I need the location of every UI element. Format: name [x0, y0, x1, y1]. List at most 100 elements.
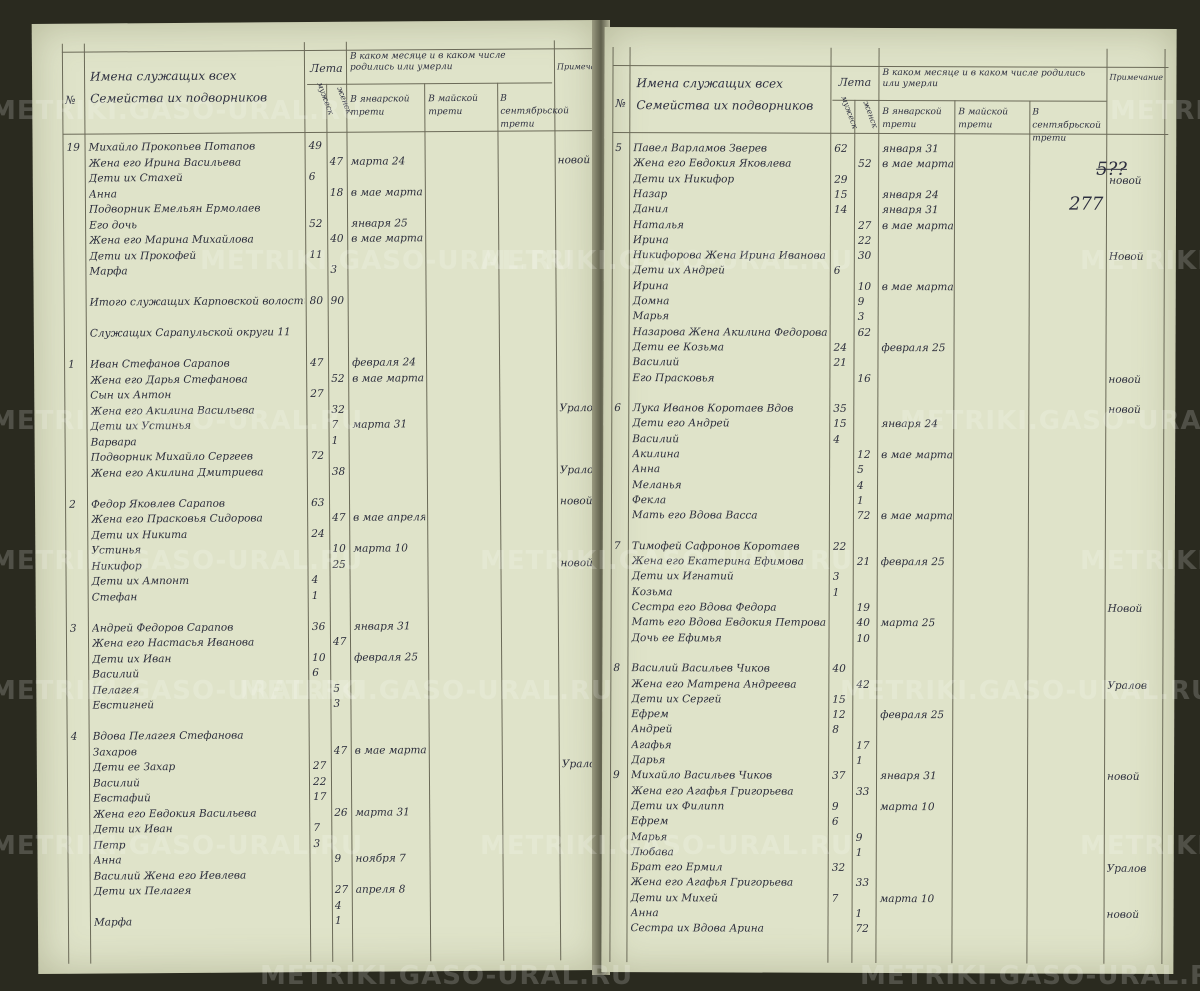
- entry-f: 1: [855, 846, 863, 859]
- header-notes: Примечание: [1109, 72, 1164, 82]
- table-row: Мать его Вдова Евдокия Петрова 40 марта 25: [603, 616, 1175, 633]
- entry-note: новой: [1106, 908, 1140, 921]
- entry-date: февраля 25: [354, 650, 419, 664]
- header-notes: Примечание: [556, 61, 611, 72]
- entry-date: [353, 449, 425, 450]
- watermark: METRIKI.GASO-URAL.RU: [480, 246, 854, 276]
- entry-m: 4: [833, 433, 840, 446]
- entry-date: в мае апреля 17: [353, 511, 426, 524]
- entry-name: Мать его Вдова Евдокия Петрова: [631, 616, 827, 630]
- entry-name: Брат его Ермил: [630, 861, 723, 874]
- entry-m: 80: [309, 294, 324, 308]
- table-row: Жена его Агафья Григорьева 33: [602, 876, 1174, 893]
- entry-date: февраля 25: [880, 556, 945, 569]
- entry-f: 9: [855, 831, 863, 844]
- header-months: В каком месяце и в каком числе родились …: [882, 67, 1086, 90]
- entry-f: 12: [857, 448, 871, 461]
- entry-num: 9: [613, 769, 620, 782]
- entry-f: 27: [857, 219, 872, 232]
- entry-date: в мае марта 17: [354, 743, 427, 757]
- entry-name: Жена его Евдокия Яковлева: [633, 157, 792, 170]
- entry-f: 1: [856, 494, 864, 507]
- entry-name: Дети их Никифор: [633, 172, 735, 186]
- entry-date: [355, 728, 427, 729]
- entry-date: января 31: [880, 770, 937, 783]
- entry-name: Федор Яковлев Сарапов: [91, 497, 226, 511]
- header-col1: В январской трети: [882, 106, 942, 131]
- entry-date: [352, 294, 424, 295]
- entry-m: 29: [834, 173, 848, 186]
- table-row: Его Прасковья 16 новой: [603, 372, 1175, 389]
- entry-name: Его дочь: [89, 218, 137, 232]
- watermark: METRIKI.GASO-URAL.RU: [260, 961, 634, 991]
- entry-name: Жена его Евдокия Васильева: [93, 806, 257, 821]
- entry-date: марта 31: [355, 805, 410, 819]
- entry-m: 36: [311, 620, 326, 633]
- table-row: Козьма 1: [603, 586, 1175, 603]
- entry-m: 24: [833, 341, 847, 354]
- entry-f: 26: [334, 806, 348, 819]
- entry-name: Ефрем: [630, 815, 669, 828]
- entry-date: февраля 25: [881, 341, 946, 355]
- entry-date: марта 31: [352, 418, 408, 431]
- entry-name: Акилина: [632, 448, 680, 461]
- entry-f: 5: [857, 464, 864, 477]
- header-col2: В майской трети: [428, 93, 478, 118]
- entry-name: Дети их Ампонт: [91, 574, 190, 588]
- entry-m: 1: [311, 589, 319, 602]
- entry-num: 4: [70, 730, 78, 743]
- watermark: METRIKI.GASO-URAL.RU: [0, 406, 364, 436]
- table-row: Анна 1 новой: [602, 907, 1174, 924]
- entry-f: 47: [333, 744, 348, 757]
- entry-m: 32: [831, 861, 846, 874]
- watermark: METRIKI.GASO-URAL.RU: [1110, 96, 1200, 126]
- entry-f: 40: [330, 232, 344, 245]
- entry-name: Дети его Андрей: [632, 417, 730, 430]
- entry-date: [352, 387, 424, 388]
- entry-name: [632, 387, 828, 388]
- watermark: METRIKI.GASO-URAL.RU: [480, 831, 854, 861]
- entry-name: Дети ее Захар: [92, 761, 176, 774]
- entry-f: 1: [334, 914, 342, 927]
- table-row: Агафья 17: [602, 739, 1174, 756]
- entry-m: 1: [832, 586, 840, 599]
- entry-date: [354, 573, 426, 574]
- entry-date: [355, 837, 427, 838]
- rule: [832, 99, 1107, 102]
- table-row: Акилина 12 в мае марта 24: [603, 448, 1175, 465]
- entry-note: Новой: [1107, 602, 1143, 615]
- entry-date: апреля 8: [355, 883, 406, 896]
- table-row: Назар 15 января 24: [604, 188, 1176, 205]
- watermark: METRIKI.GASO-URAL.RU: [240, 676, 614, 706]
- entry-name: Подворник Михайло Сергеев: [90, 450, 253, 464]
- entry-date: [351, 201, 423, 202]
- entry-date: января 25: [351, 216, 408, 230]
- table-row: Анна 5: [603, 463, 1175, 480]
- entry-name: Ирина: [632, 233, 669, 247]
- header-col2: В майской трети: [958, 107, 1009, 131]
- entry-name: Сын их Антон: [90, 389, 172, 402]
- entry-name: Агафья: [631, 738, 672, 751]
- entry-f: 21: [856, 555, 871, 569]
- entry-name: Домна: [632, 295, 670, 308]
- entry-note: новой: [1109, 174, 1142, 187]
- entry-date: [354, 604, 426, 605]
- entry-name: Дети ее Козьма: [632, 340, 724, 354]
- table-row: Сестра их Вдова Арина 72: [601, 922, 1173, 939]
- entry-f: 90: [330, 294, 345, 307]
- watermark: METRIKI.GASO-URAL.RU: [1080, 831, 1200, 861]
- entry-name: Жена его Ирина Васильева: [88, 156, 242, 170]
- table-row: Данил 14 января 31: [604, 203, 1176, 220]
- table-row: Наталья 27 в мае марта 24: [604, 219, 1176, 236]
- entry-name: Василий Васильев Чиков: [631, 662, 770, 675]
- header-age: Лета: [838, 75, 872, 89]
- entry-num: 1: [68, 358, 75, 371]
- table-row: Жена его Евдокия Яковлева 52 в мае марта 2…: [604, 157, 1176, 174]
- entry-date: в мае марта 31: [351, 232, 424, 245]
- entry-f: 1: [331, 434, 339, 447]
- table-row: Василий 21: [603, 356, 1175, 373]
- entry-name: Ирина: [632, 279, 669, 292]
- entry-f: 1: [856, 754, 863, 767]
- table-row: Марья 3: [604, 310, 1176, 327]
- entry-date: в мае марта 24: [881, 448, 954, 462]
